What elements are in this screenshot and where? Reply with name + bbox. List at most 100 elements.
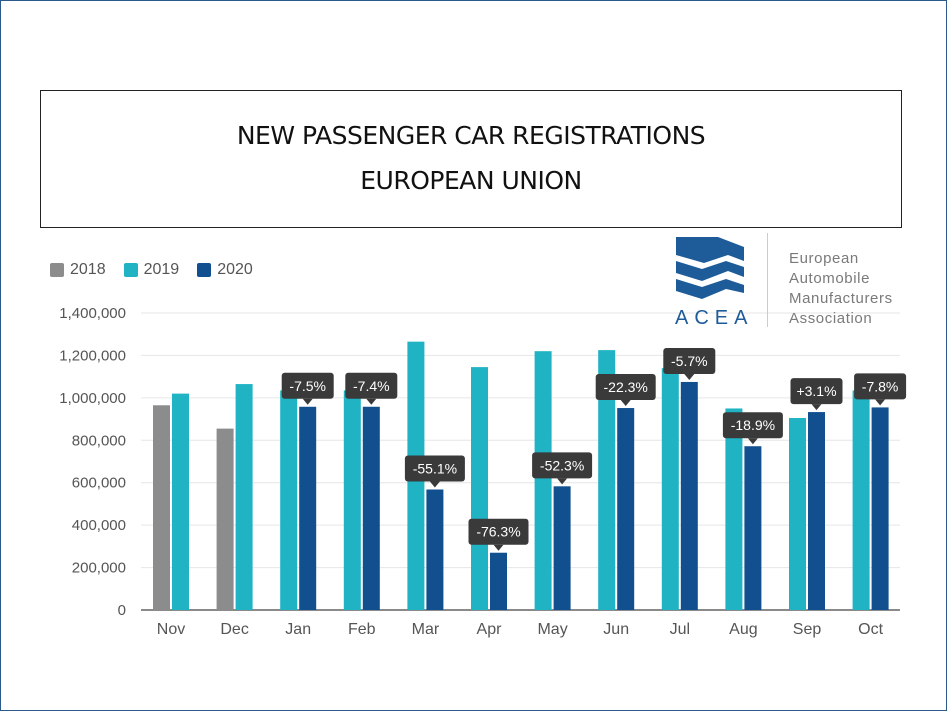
change-label: -55.1% <box>404 455 465 488</box>
change-label-pointer <box>747 438 758 445</box>
title-line-1: NEW PASSENGER CAR REGISTRATIONS <box>236 121 706 150</box>
bar-2020-jan <box>299 406 317 610</box>
change-label-box <box>281 372 334 399</box>
bar-2019-oct <box>852 390 870 610</box>
bar-2019-apr <box>471 367 488 610</box>
x-tick-label: Feb <box>348 621 376 638</box>
change-label-text: -76.3% <box>476 524 520 540</box>
chart-legend: 2018 2019 2020 <box>50 261 253 279</box>
change-label-pointer <box>875 399 886 406</box>
acea-wordmark: ACEA <box>675 307 754 329</box>
bar-2019-jun <box>598 350 616 610</box>
change-label-text: -18.9% <box>731 417 775 433</box>
change-label-box <box>722 412 783 439</box>
acea-logo: ACEA European Automobile Manufacturers A… <box>672 233 922 333</box>
bar-2019-jan <box>280 390 298 610</box>
change-label-text: +3.1% <box>796 383 836 399</box>
change-label-text: -5.7% <box>671 353 708 369</box>
change-label-box <box>532 452 593 479</box>
change-label-box <box>854 373 907 400</box>
change-label-box <box>790 378 843 405</box>
title-box: NEW PASSENGER CAR REGISTRATIONS EUROPEAN… <box>40 90 902 228</box>
x-tick-label: Nov <box>157 621 185 638</box>
change-label-text: -7.8% <box>862 378 899 394</box>
change-label: -52.3% <box>532 452 593 485</box>
bar-2020-oct <box>871 407 889 610</box>
change-label-pointer <box>620 400 631 407</box>
change-label-box <box>345 372 398 399</box>
change-label: -22.3% <box>595 374 656 407</box>
org-line-2: Automobile <box>789 270 871 287</box>
legend-swatch-2018 <box>50 263 64 277</box>
bar-2020-aug <box>744 446 762 610</box>
bar-2020-may <box>553 486 571 610</box>
change-label-text: -55.1% <box>413 461 457 477</box>
change-label-text: -7.4% <box>353 378 390 394</box>
change-label-box <box>404 455 465 482</box>
y-tick-label: 1,000,000 <box>59 390 126 407</box>
bar-2018-nov <box>153 405 170 610</box>
bar-2020-jun <box>617 408 635 610</box>
bar-2020-mar <box>426 489 444 610</box>
change-label-box <box>595 374 656 401</box>
change-label-pointer <box>684 373 695 380</box>
change-label: -7.5% <box>281 372 334 405</box>
change-label-pointer <box>302 398 313 405</box>
y-tick-label: 0 <box>118 602 126 619</box>
bar-2019-feb <box>343 390 361 610</box>
bar-2019-may <box>534 351 552 610</box>
x-tick-label: Mar <box>412 621 440 638</box>
y-tick-label: 400,000 <box>72 517 126 534</box>
change-label-text: -7.5% <box>289 378 326 394</box>
bar-2020-sep <box>808 412 825 610</box>
change-label-pointer <box>493 544 504 551</box>
org-line-1: European <box>789 250 859 267</box>
legend-item-2019: 2019 <box>123 261 180 279</box>
change-label: -5.7% <box>663 347 716 380</box>
logo-divider <box>767 233 768 327</box>
bar-2019-aug <box>725 408 743 610</box>
bar-2020-feb <box>362 406 380 610</box>
change-label: -18.9% <box>722 412 783 445</box>
org-line-4: Association <box>789 310 873 327</box>
legend-label-2020: 2020 <box>217 261 253 278</box>
change-label-pointer <box>429 481 440 488</box>
x-tick-label: Sep <box>793 621 822 638</box>
legend-item-2020: 2020 <box>197 261 253 279</box>
y-tick-label: 800,000 <box>72 432 126 449</box>
bar-2020-jul <box>680 381 698 610</box>
bar-2019-dec <box>235 384 253 610</box>
org-line-3: Manufacturers <box>789 290 893 307</box>
legend-swatch-2019 <box>123 263 138 277</box>
change-label: -7.4% <box>345 372 398 405</box>
bar-2019-sep <box>789 418 806 610</box>
y-tick-label: 200,000 <box>72 560 126 577</box>
x-tick-label: Apr <box>477 621 503 638</box>
acea-org-name: European Automobile Manufacturers Associ… <box>789 249 893 329</box>
x-tick-label: Aug <box>729 621 757 638</box>
change-label-text: -22.3% <box>604 379 648 395</box>
legend-label-2019: 2019 <box>143 261 180 278</box>
y-tick-label: 600,000 <box>72 475 126 492</box>
x-tick-label: Jul <box>670 621 690 638</box>
change-label-text: -52.3% <box>540 457 584 473</box>
y-tick-label: 1,200,000 <box>59 347 126 364</box>
change-label-pointer <box>811 404 822 411</box>
legend-item-2018: 2018 <box>50 261 106 279</box>
x-tick-label: Jun <box>603 621 629 638</box>
x-tick-label: Oct <box>858 621 883 638</box>
x-tick-label: Jan <box>285 621 311 638</box>
bar-2020-apr <box>490 552 507 610</box>
bar-2019-jul <box>661 368 679 610</box>
change-label-pointer <box>557 478 568 485</box>
legend-label-2018: 2018 <box>70 261 106 278</box>
change-label-box <box>663 347 716 374</box>
change-label-box <box>468 518 529 545</box>
legend-swatch-2020 <box>197 263 212 277</box>
y-tick-label: 1,400,000 <box>59 305 126 322</box>
x-tick-label: May <box>537 621 567 638</box>
x-tick-label: Dec <box>220 621 248 638</box>
acea-logo-icon <box>676 237 744 299</box>
change-label: -7.8% <box>854 373 907 406</box>
